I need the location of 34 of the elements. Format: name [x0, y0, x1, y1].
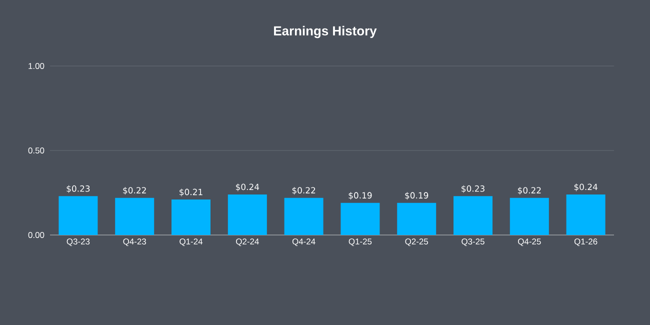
data-label: $0.22: [518, 186, 541, 195]
data-label: $0.22: [123, 186, 146, 195]
bar: [284, 198, 324, 235]
bar: [340, 202, 380, 235]
x-tick-label: Q3-23: [66, 238, 90, 246]
x-tick-label: Q4-25: [518, 238, 541, 246]
data-label: $0.24: [236, 184, 260, 192]
y-tick-label: 0.50: [28, 148, 44, 154]
data-label: $0.23: [462, 185, 484, 193]
data-label: $0.22: [292, 186, 316, 195]
x-tick-label: Q3-25: [462, 238, 484, 246]
bar: [454, 196, 493, 235]
data-label: $0.21: [180, 188, 202, 196]
bar: [172, 200, 211, 235]
data-label: $0.24: [574, 184, 598, 192]
bar: [115, 198, 154, 235]
chart-title: Earnings History: [274, 26, 377, 38]
bar: [397, 202, 436, 235]
bar: [566, 194, 606, 235]
bar: [228, 194, 267, 235]
y-tick-label: 1.00: [28, 63, 44, 69]
data-label: $0.23: [66, 185, 90, 193]
x-tick-label: Q1-24: [180, 238, 203, 246]
data-label: $0.19: [405, 192, 428, 200]
x-tick-label: Q4-24: [292, 238, 316, 246]
x-tick-label: Q1-25: [348, 238, 372, 246]
y-tick-label: 0.00: [28, 232, 44, 238]
x-tick-label: Q2-25: [405, 238, 428, 246]
bar: [58, 196, 98, 235]
x-tick-label: Q1-26: [574, 238, 598, 246]
bar: [510, 198, 549, 235]
x-tick-label: Q4-23: [123, 238, 146, 246]
x-tick-label: Q2-24: [236, 238, 259, 246]
data-label: $0.19: [348, 192, 372, 200]
